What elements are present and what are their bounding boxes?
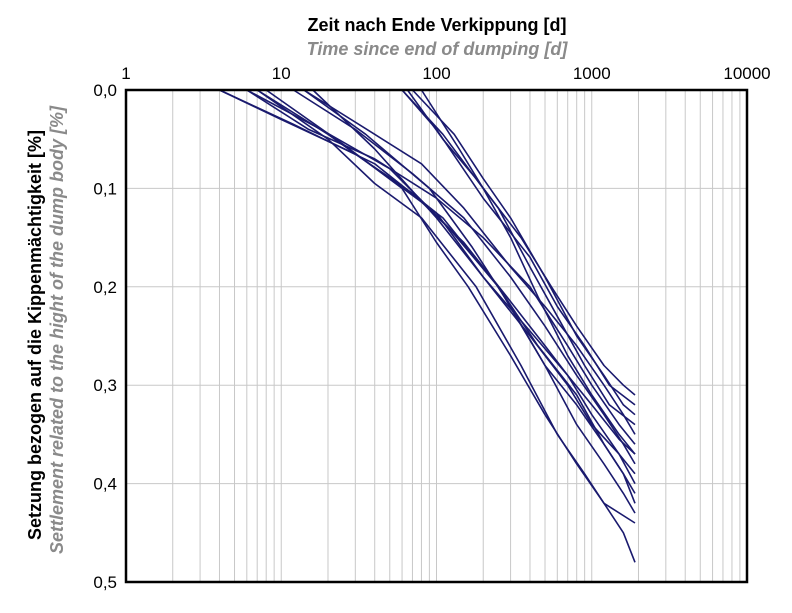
x-tick-label: 100 [422, 64, 450, 83]
y-tick-label: 0,2 [93, 278, 117, 297]
y-tick-label: 0,4 [93, 475, 117, 494]
y-tick-label: 0,5 [93, 573, 117, 592]
y-axis-subtitle: Settlement related to the hight of the d… [47, 105, 67, 554]
x-axis-subtitle: Time since end of dumping [d] [307, 39, 569, 59]
y-tick-label: 0,1 [93, 179, 117, 198]
x-tick-label: 1 [121, 64, 130, 83]
series-line-16 [420, 89, 636, 455]
series-line-11 [312, 89, 636, 484]
x-tick-label: 10000 [723, 64, 770, 83]
data-series [219, 89, 636, 563]
grid [126, 90, 747, 582]
series-line-6 [256, 89, 636, 563]
series-line-13 [401, 89, 636, 396]
series-line-9 [303, 89, 636, 435]
series-line-5 [256, 89, 636, 514]
x-tick-label: 1000 [573, 64, 611, 83]
series-line-7 [265, 89, 636, 524]
y-tick-label: 0,0 [93, 81, 117, 100]
x-axis-title: Zeit nach Ende Verkippung [d] [307, 15, 566, 35]
plot-frame [124, 88, 749, 584]
x-tick-label: 10 [272, 64, 291, 83]
series-line-15 [411, 89, 636, 416]
y-tick-label: 0,3 [93, 376, 117, 395]
series-line-14 [406, 89, 636, 426]
tick-labels: 1 10 100 1000 10000 0,0 0,1 0,2 0,3 0,4 0,5 [93, 64, 770, 592]
series-line-10 [303, 89, 636, 504]
y-axis-title: Setzung bezogen auf die Kippenmächtigkei… [25, 130, 45, 540]
series-line-8 [293, 89, 636, 465]
